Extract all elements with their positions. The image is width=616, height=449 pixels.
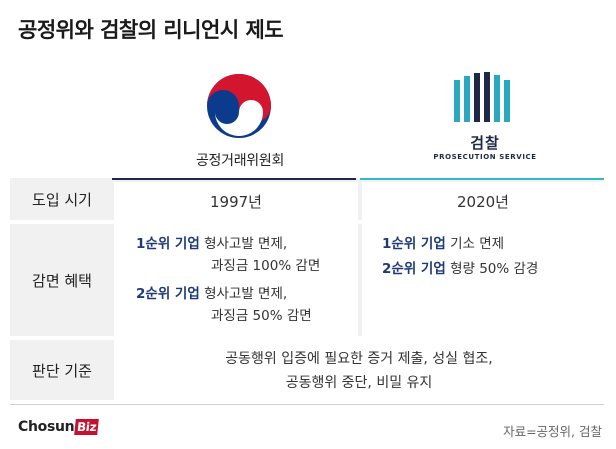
ftc-benefit-cell: 1순위 기업 형사고발 면제, 과징금 100% 감면 2순위 기업 형사고발 … [114, 224, 358, 336]
ftc-name: 공정거래위원회 [195, 153, 285, 169]
ftc-column-accent [112, 178, 356, 180]
table-row: 감면 혜택 1순위 기업 형사고발 면제, 과징금 100% 감면 2순위 기업… [10, 224, 604, 336]
criteria-line-2: 공동행위 중단, 비밀 유지 [285, 375, 433, 391]
prosecution-subtitle: PROSECUTION SERVICE [433, 153, 537, 161]
ftc-benefit-2-detail: 과징금 50% 감면 [211, 308, 312, 324]
source-credit: 자료=공정위, 검찰 [503, 424, 602, 439]
footer-divider [10, 404, 604, 405]
criteria-cell: 공동행위 입증에 필요한 증거 제출, 성실 협조, 공동행위 중단, 비밀 유… [114, 340, 604, 400]
prosecution-name: 검찰 [470, 134, 500, 152]
prosecution-column-accent [360, 178, 604, 180]
ftc-intro-year: 1997년 [114, 182, 358, 220]
prosecution-logo-icon [454, 72, 510, 122]
ftc-benefit-1: 1순위 기업 형사고발 면제, [136, 236, 288, 252]
row-header-benefit: 감면 혜택 [32, 271, 92, 290]
prosecution-intro-year: 2020년 [362, 182, 604, 220]
page-title: 공정위와 검찰의 리니언시 제도 [18, 18, 284, 42]
prosecution-benefit-cell: 1순위 기업 기소 면제 2순위 기업 형량 50% 감경 [362, 224, 604, 336]
ftc-benefit-2: 2순위 기업 형사고발 면제, [136, 286, 288, 302]
row-header-criteria: 판단 기준 [32, 361, 92, 380]
row-header-intro: 도입 시기 [32, 190, 92, 209]
chosunbiz-logo: Chosun Biz [18, 419, 100, 435]
prosecution-benefit-2: 2순위 기업 형량 50% 감경 [382, 261, 539, 277]
table-row: 도입 시기 1997년 2020년 [10, 178, 604, 220]
ftc-logo-icon [207, 74, 271, 138]
table-row: 판단 기준 공동행위 입증에 필요한 증거 제출, 성실 협조, 공동행위 중단… [10, 340, 604, 400]
prosecution-benefit-1: 1순위 기업 기소 면제 [382, 236, 505, 252]
ftc-benefit-1-detail: 과징금 100% 감면 [211, 258, 321, 274]
criteria-line-1: 공동행위 입증에 필요한 증거 제출, 성실 협조, [225, 351, 493, 367]
